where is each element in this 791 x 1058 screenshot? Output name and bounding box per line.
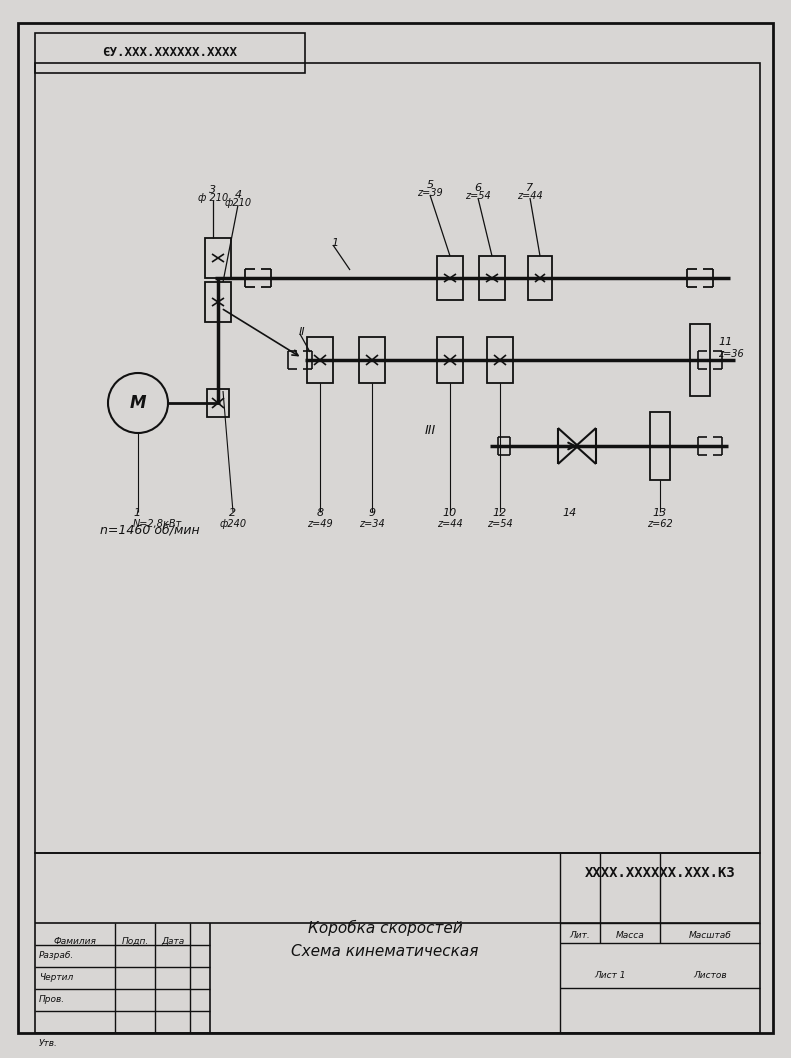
Bar	[205, 282, 231, 322]
Text: 11: 11	[718, 338, 732, 347]
Text: Дата: Дата	[161, 936, 184, 946]
Text: II: II	[299, 327, 305, 338]
Text: N=2,8кВт: N=2,8кВт	[133, 519, 182, 529]
Text: Разраб.: Разраб.	[39, 951, 74, 961]
Text: 3: 3	[210, 185, 217, 195]
Text: z=49: z=49	[307, 519, 333, 529]
Text: ЄУ.ХХХ.ХХХХХХ.ХХХХ: ЄУ.ХХХ.ХХХХХХ.ХХХХ	[103, 47, 237, 59]
Bar	[35, 33, 305, 73]
Text: Пров.: Пров.	[39, 996, 65, 1004]
Text: 1: 1	[331, 238, 339, 248]
Text: ф 210: ф 210	[198, 193, 228, 203]
Text: z=34: z=34	[359, 519, 385, 529]
Bar	[359, 338, 385, 383]
Text: Утв.: Утв.	[39, 1040, 58, 1048]
Bar	[487, 338, 513, 383]
Text: 5: 5	[426, 180, 433, 190]
Text: z=36: z=36	[718, 349, 744, 359]
Text: z=54: z=54	[465, 191, 491, 201]
Text: z=62: z=62	[647, 519, 673, 529]
Text: Коробка скоростей: Коробка скоростей	[308, 919, 462, 936]
Text: 9: 9	[369, 508, 376, 518]
Bar	[205, 238, 231, 278]
Text: 4: 4	[234, 190, 241, 200]
Bar	[479, 256, 505, 300]
Text: z=54: z=54	[487, 519, 513, 529]
Text: 2: 2	[229, 508, 237, 518]
Text: Фамилия: Фамилия	[54, 936, 97, 946]
Text: n=1460 об/мин: n=1460 об/мин	[100, 524, 199, 536]
Text: Лит.: Лит.	[570, 930, 590, 940]
Text: 13: 13	[653, 508, 667, 518]
Text: Чертил: Чертил	[39, 973, 74, 983]
Text: ф210: ф210	[225, 198, 252, 208]
Bar	[528, 256, 552, 300]
Text: ф240: ф240	[219, 519, 247, 529]
Bar	[207, 389, 229, 417]
Bar	[35, 63, 760, 853]
Text: Масса: Масса	[615, 930, 645, 940]
Text: М: М	[130, 394, 146, 412]
Bar	[307, 338, 333, 383]
Bar	[35, 853, 760, 1033]
Text: 10: 10	[443, 508, 457, 518]
Text: ХХХХ.ХХХХХХ.ХХХ.КЗ: ХХХХ.ХХХХХХ.ХХХ.КЗ	[585, 867, 736, 880]
Text: Лист 1: Лист 1	[594, 971, 626, 981]
Text: Подп.: Подп.	[121, 936, 149, 946]
Text: Схема кинематическая: Схема кинематическая	[291, 944, 479, 959]
Text: 14: 14	[563, 508, 577, 518]
Text: 6: 6	[475, 183, 482, 193]
Text: 8: 8	[316, 508, 324, 518]
Bar	[650, 412, 670, 480]
Bar	[437, 256, 463, 300]
Text: 1: 1	[133, 508, 140, 518]
Text: z=44: z=44	[437, 519, 463, 529]
Text: 12: 12	[493, 508, 507, 518]
Text: Масштаб: Масштаб	[689, 930, 732, 940]
Text: 7: 7	[527, 183, 534, 193]
Bar	[437, 338, 463, 383]
Text: z=44: z=44	[517, 191, 543, 201]
Text: III: III	[425, 424, 436, 438]
Text: z=39: z=39	[417, 188, 443, 198]
Bar	[690, 324, 710, 396]
Text: Листов: Листов	[693, 971, 727, 981]
